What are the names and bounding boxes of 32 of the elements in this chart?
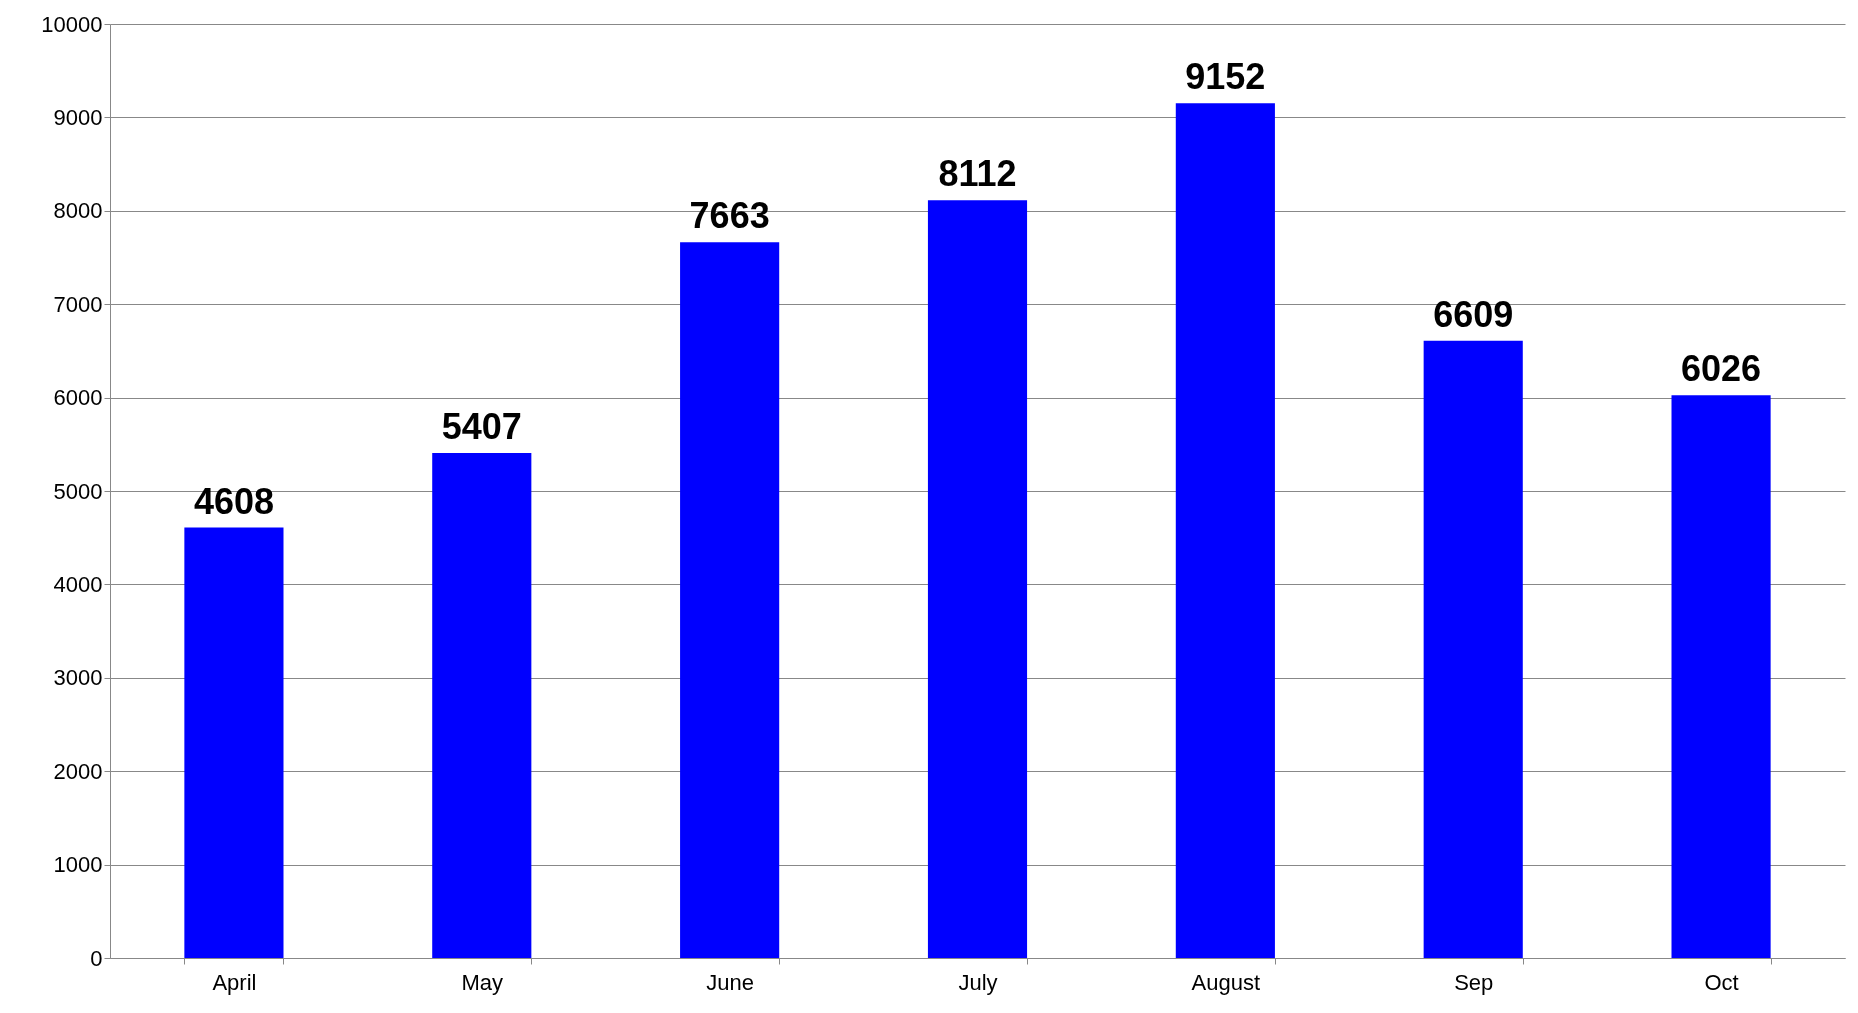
x-tick-label: April [212, 969, 257, 995]
data-label: 6026 [1681, 348, 1762, 390]
y-tick-label: 2000 [53, 758, 103, 784]
data-label: 6609 [1433, 293, 1514, 335]
bar [927, 200, 1028, 958]
bar [1423, 340, 1523, 958]
x-tick-label: June [706, 969, 754, 995]
y-tick-label: 3000 [53, 665, 103, 691]
y-tick-label: 6000 [53, 385, 103, 411]
bar [432, 452, 532, 958]
data-label: 5407 [441, 405, 522, 447]
data-label: 7663 [689, 195, 770, 237]
bar [680, 242, 780, 958]
x-tick-label: May [461, 969, 504, 995]
y-tick-label: 8000 [53, 198, 103, 224]
x-tick-label: August [1191, 969, 1261, 995]
data-label: 8112 [938, 153, 1017, 195]
y-tick-label: 1000 [53, 852, 103, 878]
data-label: 9152 [1185, 56, 1266, 98]
x-tick-label: Sep [1454, 969, 1494, 995]
y-tick-label: 10000 [41, 11, 103, 37]
y-tick-label: 4000 [53, 571, 103, 597]
bar [1175, 103, 1275, 958]
y-tick-label: 0 [90, 945, 103, 971]
y-tick-label: 7000 [53, 291, 103, 317]
y-tick-label: 5000 [53, 478, 103, 504]
x-tick-label: July [958, 969, 998, 995]
bar [184, 527, 284, 958]
x-tick-label: Oct [1704, 969, 1739, 995]
bar [1671, 395, 1771, 958]
data-label: 4608 [193, 480, 274, 522]
y-tick-label: 9000 [53, 104, 103, 130]
